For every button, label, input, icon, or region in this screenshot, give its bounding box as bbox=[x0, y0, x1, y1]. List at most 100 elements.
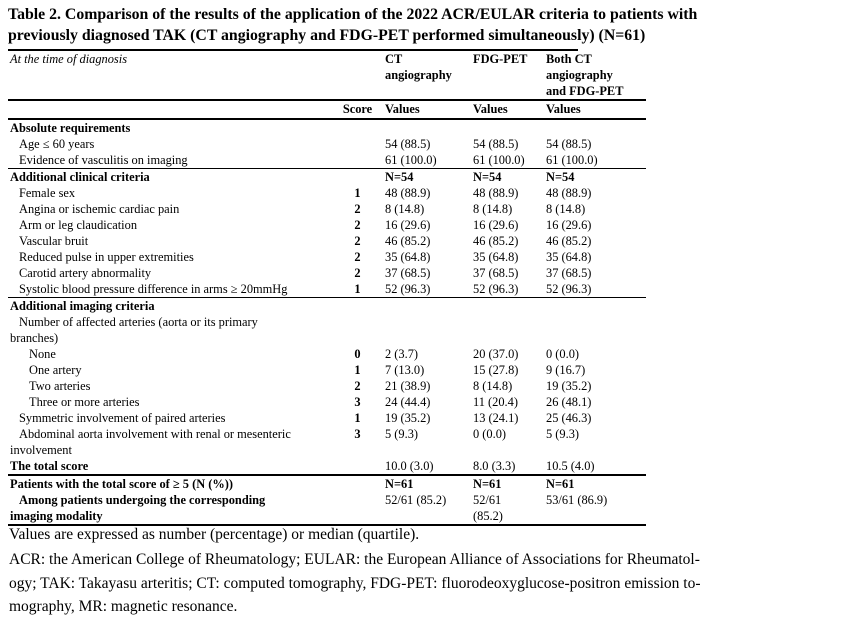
table-row: imaging modality (85.2) bbox=[8, 508, 646, 524]
row-value: 53/61 (86.9) bbox=[546, 493, 608, 507]
row-value: 35 (64.8) bbox=[385, 250, 431, 264]
row-score bbox=[330, 476, 385, 492]
row-label: branches) bbox=[10, 331, 59, 345]
table-row: Systolic blood pressure difference in ar… bbox=[8, 281, 646, 297]
row-score: 1 bbox=[354, 186, 361, 200]
row-score bbox=[330, 492, 385, 508]
row-score: 2 bbox=[354, 379, 361, 393]
row-label: Carotid artery abnormality bbox=[19, 266, 152, 280]
row-score bbox=[330, 508, 385, 524]
row-value: 24 (44.4) bbox=[385, 395, 431, 409]
row-value: 37 (68.5) bbox=[473, 266, 519, 280]
table-row: Symmetric involvement of paired arteries… bbox=[8, 410, 646, 426]
row-value: 54 (88.5) bbox=[473, 137, 519, 151]
table-row: Abdominal aorta involvement with renal o… bbox=[8, 426, 646, 442]
row-score bbox=[330, 314, 385, 330]
row-label: imaging modality bbox=[10, 509, 103, 523]
table-row: Arm or leg claudication 2 16 (29.6) 16 (29.… bbox=[8, 217, 646, 233]
row-label: involvement bbox=[10, 443, 72, 457]
row-score: 2 bbox=[354, 202, 361, 216]
row-value: 37 (68.5) bbox=[546, 266, 592, 280]
row-label: Patients with the total score of ≥ 5 (N … bbox=[10, 477, 234, 491]
row-label: Evidence of vasculitis on imaging bbox=[19, 153, 188, 167]
row-value: 5 (9.3) bbox=[385, 427, 419, 441]
row-label: Three or more arteries bbox=[29, 395, 140, 409]
row-score: 2 bbox=[354, 234, 361, 248]
row-label: Female sex bbox=[19, 186, 76, 200]
row-label: Arm or leg claudication bbox=[19, 218, 138, 232]
row-value: 46 (85.2) bbox=[385, 234, 431, 248]
row-label: Among patients undergoing the correspond… bbox=[19, 493, 266, 507]
row-value: 8 (14.8) bbox=[473, 379, 513, 393]
row-value: 48 (88.9) bbox=[385, 186, 431, 200]
score-header: Score bbox=[342, 102, 373, 116]
subheader-spacer bbox=[8, 101, 330, 118]
row-value bbox=[546, 442, 646, 458]
row-value: 8 (14.8) bbox=[546, 202, 586, 216]
table-row: Patients with the total score of ≥ 5 (N … bbox=[8, 474, 646, 492]
corner-label: At the time of diagnosis bbox=[10, 52, 128, 66]
row-value bbox=[546, 508, 646, 524]
row-value: 54 (88.5) bbox=[385, 137, 431, 151]
row-score: 1 bbox=[354, 411, 361, 425]
abbreviations-footnote: ACR: the American College of Rheumatolog… bbox=[9, 548, 855, 619]
row-value: 46 (85.2) bbox=[473, 234, 519, 248]
row-score: 1 bbox=[354, 282, 361, 296]
row-score bbox=[330, 330, 385, 346]
row-value bbox=[385, 314, 473, 330]
values-header-3: Values bbox=[546, 102, 581, 116]
row-value: 20 (37.0) bbox=[473, 347, 519, 361]
table-row: Angina or ischemic cardiac pain 2 8 (14.8)… bbox=[8, 201, 646, 217]
row-value: 54 (88.5) bbox=[546, 137, 592, 151]
values-header-2: Values bbox=[473, 102, 508, 116]
row-value: 61 (100.0) bbox=[473, 153, 525, 167]
row-value: 2 (3.7) bbox=[385, 347, 419, 361]
table-title-line1: Table 2. Comparison of the results of th… bbox=[8, 6, 698, 23]
table-subheader-row: Score Values Values Values bbox=[8, 99, 646, 120]
row-score bbox=[330, 120, 385, 136]
row-score: 2 bbox=[354, 250, 361, 264]
row-value: 35 (64.8) bbox=[546, 250, 592, 264]
row-label: None bbox=[29, 347, 56, 361]
table-top-rule bbox=[8, 49, 578, 51]
table-row: Three or more arteries 3 24 (44.4) 11 (20.4… bbox=[8, 394, 646, 410]
row-label: Additional imaging criteria bbox=[10, 299, 155, 313]
row-value: N=61 bbox=[385, 477, 414, 491]
column-header-both: Both CT angiography and FDG-PET bbox=[546, 52, 624, 98]
table-title-line2: previously diagnosed TAK (CT angiography… bbox=[8, 26, 646, 44]
row-value bbox=[385, 120, 473, 136]
row-value bbox=[546, 120, 646, 136]
row-label: The total score bbox=[10, 459, 89, 473]
row-label: Systolic blood pressure difference in ar… bbox=[19, 282, 288, 296]
row-label: Symmetric involvement of paired arteries bbox=[19, 411, 226, 425]
table-row: Additional clinical criteria N=54 N=54 N=54 bbox=[8, 168, 646, 185]
table-row: Carotid artery abnormality 2 37 (68.5) 37 (… bbox=[8, 265, 646, 281]
row-value: 0 (0.0) bbox=[473, 427, 507, 441]
row-value: 8 (14.8) bbox=[473, 202, 513, 216]
row-value: 52/61 bbox=[473, 493, 502, 507]
row-score: 2 bbox=[354, 266, 361, 280]
row-value: 10.5 (4.0) bbox=[546, 459, 595, 473]
row-value: 16 (29.6) bbox=[385, 218, 431, 232]
row-value: 21 (38.9) bbox=[385, 379, 431, 393]
row-value bbox=[546, 314, 646, 330]
table-body: Absolute requirements Age ≤ 60 years 54 (8… bbox=[8, 120, 646, 524]
table-row: One artery 1 7 (13.0) 15 (27.8) 9 (16.7) bbox=[8, 362, 646, 378]
table-row: Absolute requirements bbox=[8, 120, 646, 136]
column-header-fdg-pet: FDG-PET bbox=[473, 52, 528, 66]
row-value: 25 (46.3) bbox=[546, 411, 592, 425]
table-row: None 0 2 (3.7) 20 (37.0) 0 (0.0) bbox=[8, 346, 646, 362]
row-label: Two arteries bbox=[29, 379, 91, 393]
row-label: Age ≤ 60 years bbox=[19, 137, 95, 151]
row-value bbox=[473, 298, 546, 314]
row-score bbox=[330, 152, 385, 168]
row-value bbox=[385, 330, 473, 346]
table-title: Table 2. Comparison of the results of th… bbox=[8, 5, 854, 46]
table-row: Vascular bruit 2 46 (85.2) 46 (85.2) 46 (85.… bbox=[8, 233, 646, 249]
row-score: 1 bbox=[354, 363, 361, 377]
row-value: 8.0 (3.3) bbox=[473, 459, 516, 473]
row-value: 61 (100.0) bbox=[385, 153, 437, 167]
row-value: 46 (85.2) bbox=[546, 234, 592, 248]
row-value bbox=[385, 442, 473, 458]
